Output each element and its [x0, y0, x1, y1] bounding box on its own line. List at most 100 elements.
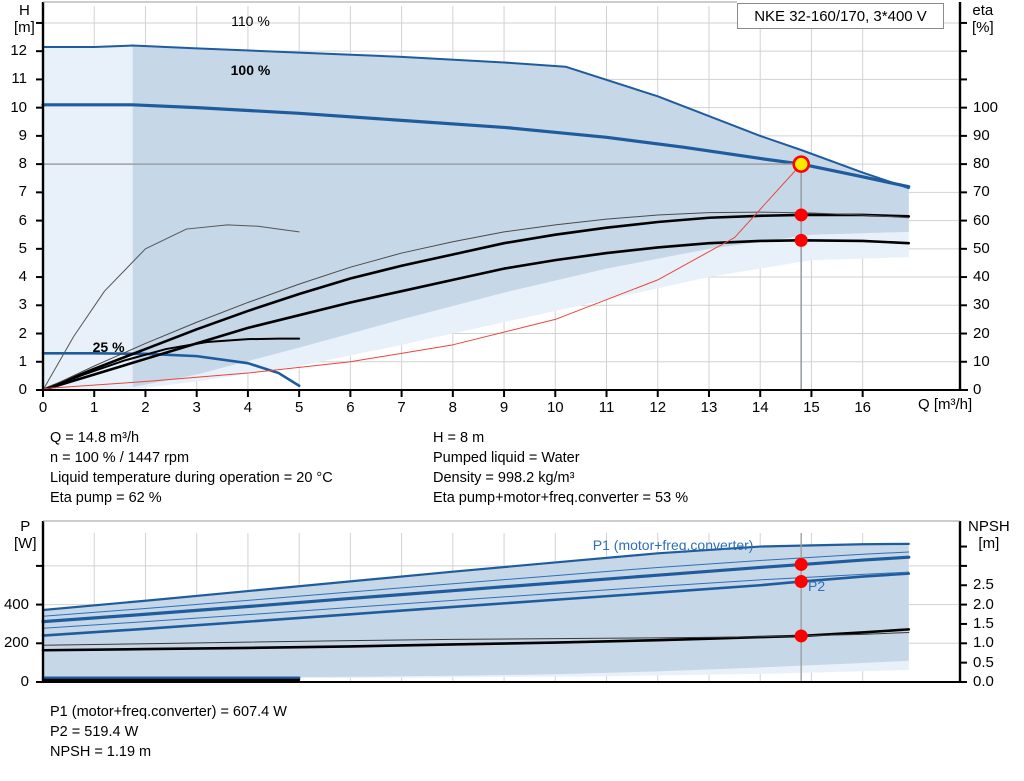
tick-label-head-x: 4 — [243, 399, 253, 416]
tick-label-eta: 60 — [973, 211, 990, 229]
tick-label-head-x: 8 — [448, 399, 457, 416]
duty-info-line-2: Density = 998.2 kg/m³ — [433, 470, 575, 486]
tick-label-head-x: 12 — [649, 399, 667, 416]
duty-info-line-3: Eta pump = 62 % — [50, 490, 162, 506]
tick-label-head-y: 8 — [18, 155, 27, 173]
tick-label-head-x: 0 — [38, 399, 48, 416]
tick-label-head-x: 15 — [803, 399, 820, 416]
head-x-axis-title: Q [m³/h] — [918, 396, 973, 413]
curve-p1-thin — [42, 551, 910, 617]
power-range-band — [43, 543, 909, 679]
tick-label-eta: 20 — [973, 324, 990, 342]
eta-duty-marker — [794, 208, 808, 222]
tick-label-npsh: 0.0 — [973, 673, 994, 690]
tick-label-head-x: 1 — [90, 399, 99, 416]
result-info-line-0: P1 (motor+freq.converter) = 607.4 W — [50, 704, 287, 720]
eta-axis-title: eta [%] — [972, 2, 994, 36]
tick-label-eta: 50 — [973, 239, 990, 257]
tick-label-npsh: 0.5 — [973, 653, 994, 671]
tick-label-head-y: 10 — [10, 98, 27, 116]
tick-label-power-y: 0 — [20, 673, 29, 690]
curve-p1-100- — [41, 555, 911, 624]
tick-label-npsh: 2.5 — [973, 576, 994, 594]
duty-info-line-3: Eta pump+motor+freq.converter = 53 % — [433, 490, 689, 506]
tick-label-head-x: 2 — [141, 399, 150, 416]
tick-label-head-x: 11 — [598, 399, 615, 416]
tick-label-head-y: 6 — [18, 211, 27, 229]
result-info-line-1: P2 = 519.4 W — [50, 724, 139, 740]
head-y-axis-title: H [m] — [14, 2, 35, 36]
duty-info-line-2: Liquid temperature during operation = 20… — [50, 470, 333, 486]
pump-model-title-box: NKE 32-160/170, 3*400 V — [737, 3, 944, 29]
duty-info-line-0: Q = 14.8 m³/h — [50, 430, 140, 446]
curve-p1-110- — [41, 542, 910, 612]
tick-label-npsh: 1.0 — [973, 634, 994, 652]
duty-info-right: H = 8 m Pumped liquid = Water Density = 99… — [433, 428, 688, 508]
tick-label-head-x: 14 — [751, 399, 769, 416]
power-series-label-1: P2 — [807, 578, 826, 595]
tick-label-head-x: 10 — [546, 399, 564, 416]
npsh-axis-title: NPSH [m] — [968, 518, 1010, 552]
tick-label-power-y: 200 — [3, 634, 29, 652]
tick-label-head-y: 11 — [11, 70, 27, 88]
operating-range-band — [132, 45, 909, 388]
eta-duty-marker — [794, 233, 808, 247]
curve-p2-100- — [41, 572, 911, 637]
tick-label-head-y: 2 — [18, 324, 27, 342]
speed-curve-label-0: 110 % — [231, 12, 270, 29]
curve-p2-thin — [42, 571, 910, 629]
tick-label-head-x: 7 — [397, 399, 406, 416]
tick-label-eta: 40 — [973, 268, 990, 286]
tick-label-head-x: 6 — [346, 399, 355, 416]
speed-curve-label-1: 100 % — [230, 62, 271, 79]
duty-marker-npsh — [794, 629, 808, 643]
tick-label-eta: 70 — [973, 183, 990, 201]
tick-label-eta: 90 — [973, 126, 990, 144]
tick-label-npsh: 1.5 — [973, 614, 994, 632]
tick-label-head-y: 7 — [18, 183, 27, 201]
tick-label-eta: 30 — [973, 296, 990, 314]
tick-label-eta: 0 — [973, 381, 982, 398]
curve-eta-pump-100- — [41, 213, 911, 392]
tick-label-head-x: 3 — [192, 399, 201, 416]
tick-label-head-y: 3 — [18, 296, 27, 314]
power-series-label-0: P1 (motor+freq.converter) — [592, 536, 754, 553]
curve-npsh-thin — [42, 631, 910, 646]
duty-marker-p2 — [794, 574, 808, 588]
tick-label-eta: 10 — [973, 352, 990, 370]
tick-label-head-y: 0 — [18, 381, 27, 398]
tick-label-eta: 80 — [973, 155, 990, 173]
tick-label-head-x: 9 — [499, 399, 509, 416]
tick-label-head-y: 9 — [18, 126, 27, 144]
tick-label-head-x: 16 — [854, 399, 871, 416]
pump-model-title: NKE 32-160/170, 3*400 V — [754, 7, 927, 25]
tick-label-power-y: 400 — [3, 595, 29, 613]
power-npsh-chart — [36, 520, 967, 683]
speed-curve-label-2: 25 % — [92, 339, 125, 356]
tick-label-head-x: 13 — [700, 399, 718, 416]
duty-info-line-1: n = 100 % / 1447 rpm — [50, 450, 190, 466]
duty-marker-p1 — [794, 557, 808, 571]
curve-h-25- — [41, 351, 301, 388]
duty-point-marker — [792, 155, 810, 173]
power-y-axis-title: P [W] — [14, 518, 37, 552]
head-efficiency-chart — [36, 1, 968, 397]
duty-info-bottom: P1 (motor+freq.converter) = 607.4 W P2 = … — [50, 702, 287, 762]
tick-label-head-x: 5 — [294, 399, 304, 416]
tick-label-npsh: 2.0 — [973, 595, 994, 613]
duty-info-line-0: H = 8 m — [433, 430, 485, 446]
tick-label-head-y: 4 — [18, 268, 27, 286]
duty-info-left: Q = 14.8 m³/h n = 100 % / 1447 rpm Liquid … — [50, 428, 333, 508]
tick-label-head-y: 1 — [18, 352, 27, 370]
tick-label-head-y: 12 — [10, 42, 27, 60]
curve-h-110- — [42, 44, 910, 190]
result-info-line-2: NPSH = 1.19 m — [50, 744, 152, 760]
tick-label-eta: 100 — [973, 98, 999, 116]
curve-eta-25- — [42, 337, 301, 391]
tick-label-head-y: 5 — [18, 239, 27, 257]
duty-info-line-1: Pumped liquid = Water — [433, 450, 580, 466]
curve-npsh — [42, 163, 802, 390]
curve-eta-low-thin — [42, 224, 300, 391]
curve-eta-thin-upper — [42, 211, 910, 391]
